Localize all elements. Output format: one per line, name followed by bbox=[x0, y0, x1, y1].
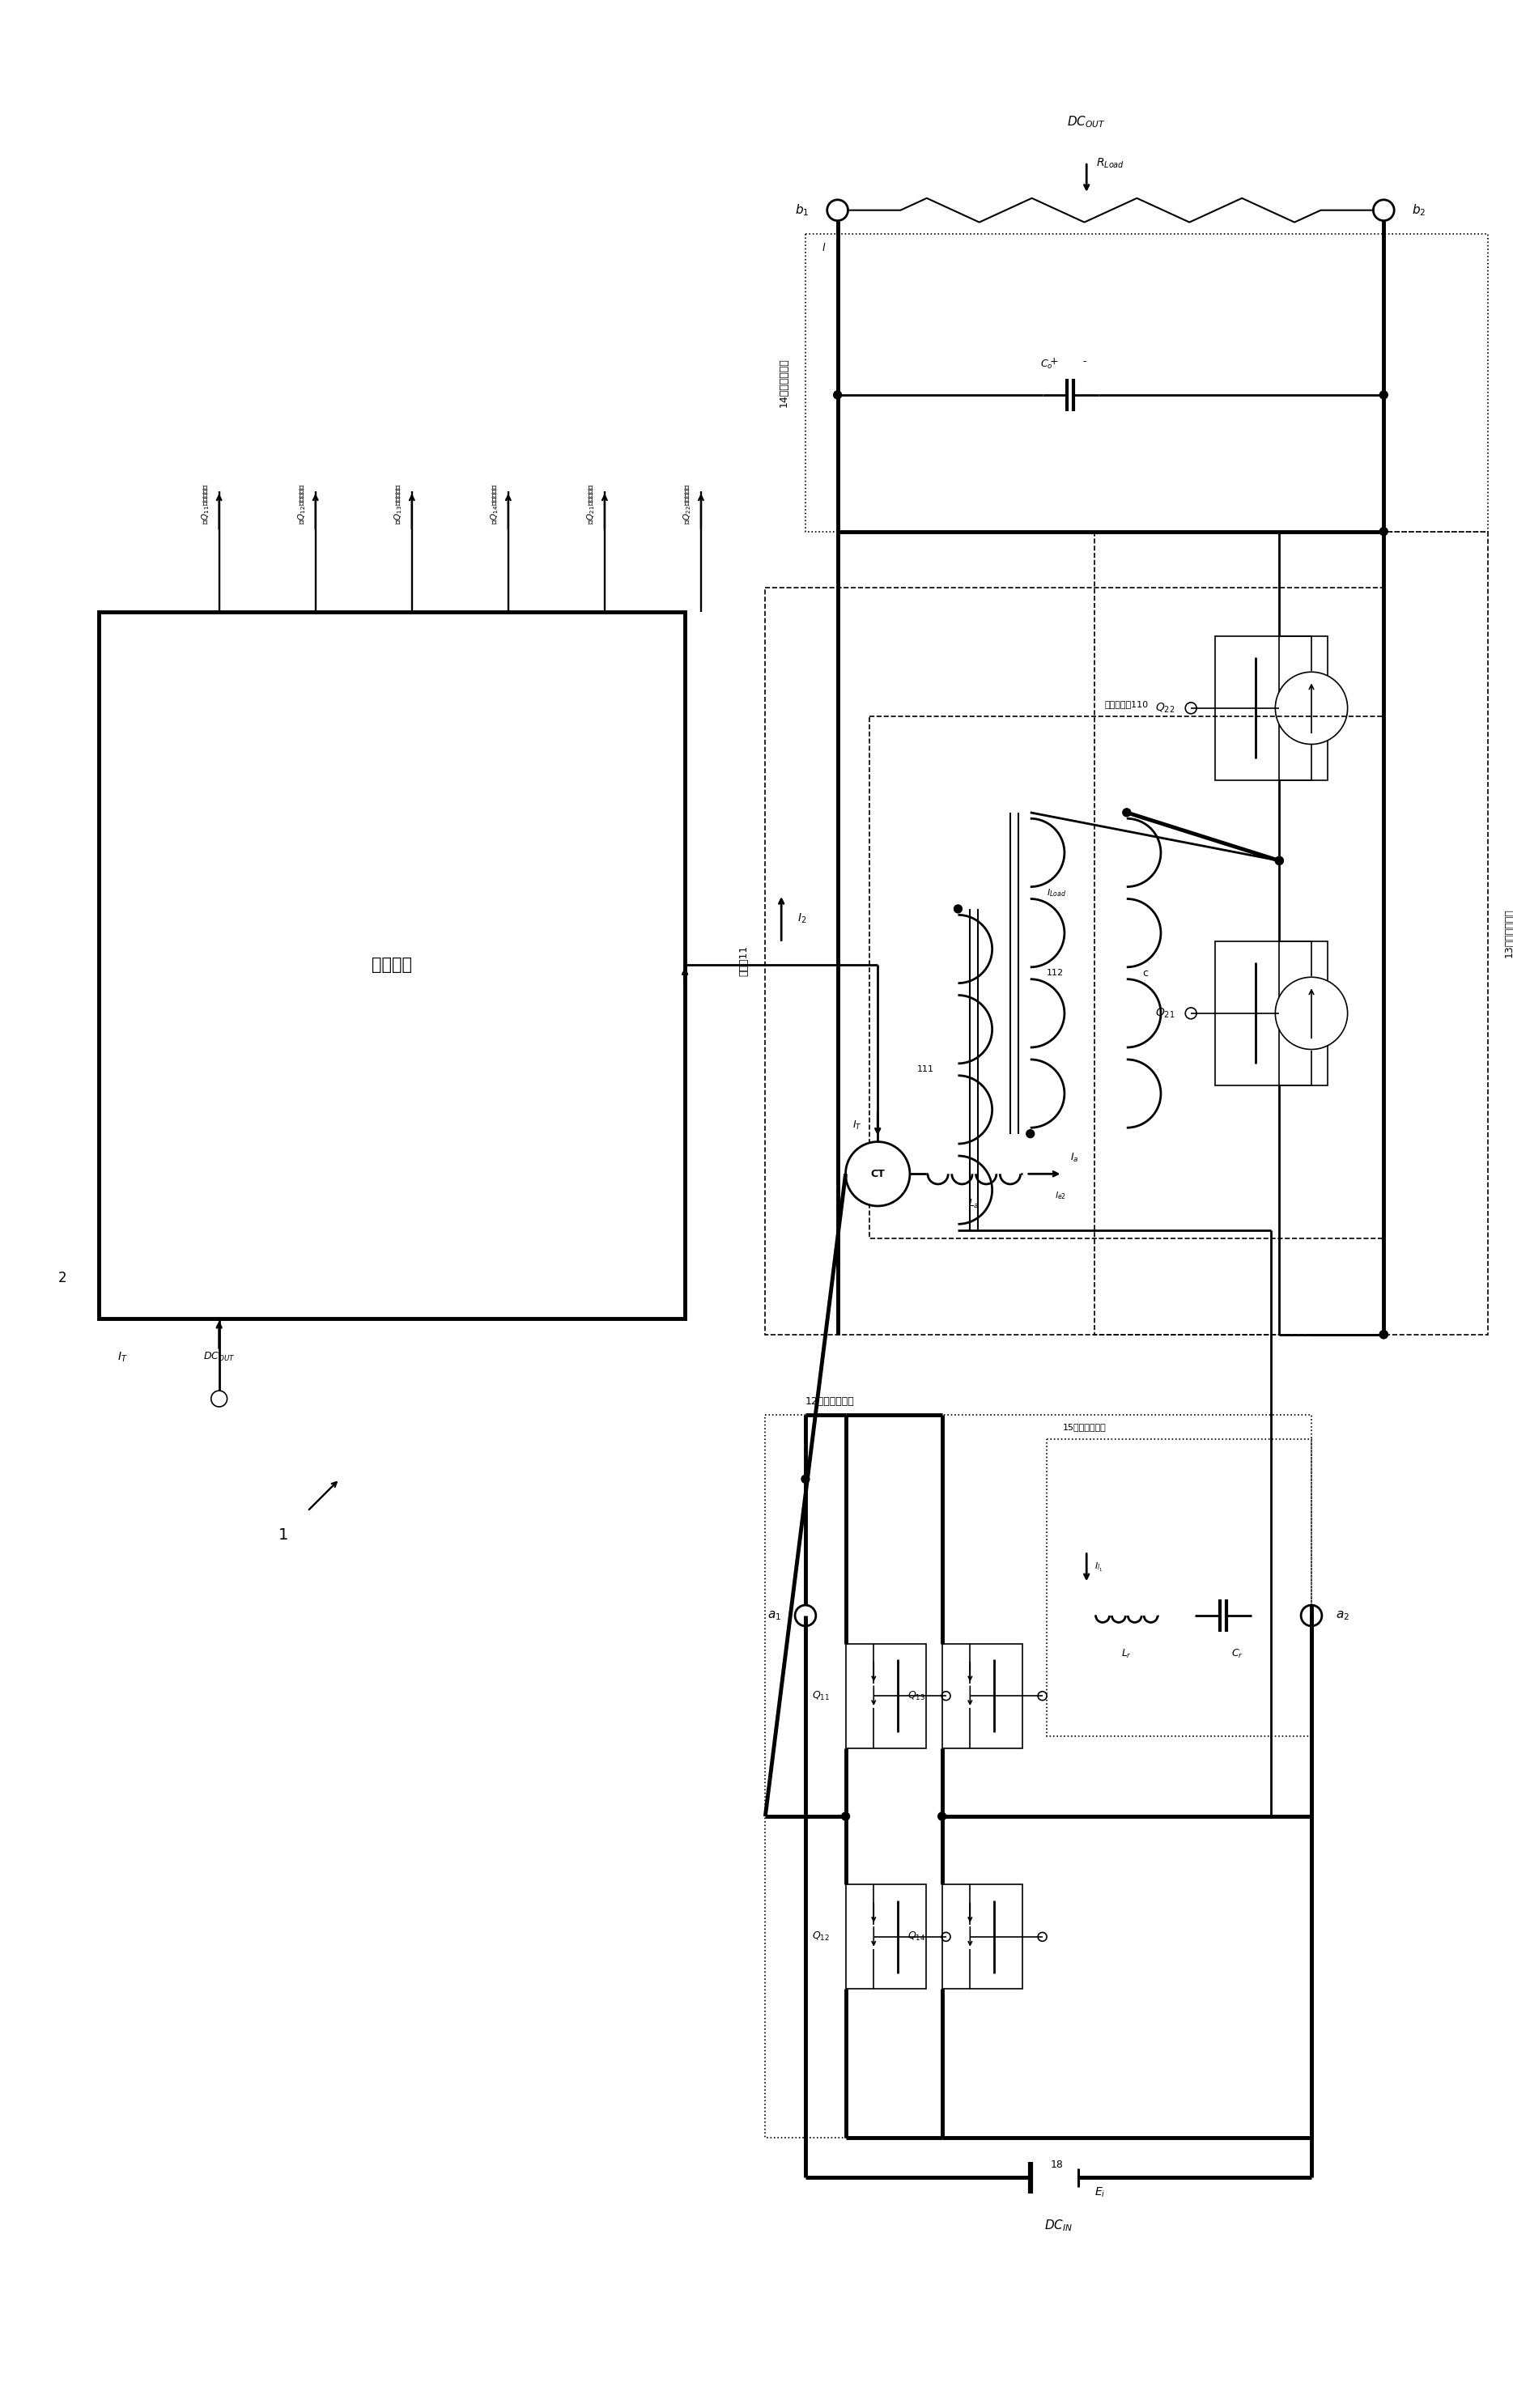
Text: $Q_{14}$: $Q_{14}$ bbox=[908, 1931, 926, 1943]
Bar bbox=[1094, 532, 1489, 1334]
Bar bbox=[846, 1885, 926, 1989]
Text: 至$Q_{22}$的控制端子: 至$Q_{22}$的控制端子 bbox=[682, 484, 693, 525]
Text: CT: CT bbox=[870, 1168, 885, 1180]
Circle shape bbox=[1026, 1129, 1035, 1137]
Text: $Q_{11}$: $Q_{11}$ bbox=[811, 1690, 829, 1702]
Circle shape bbox=[1185, 703, 1197, 713]
Text: $Q_{13}$: $Q_{13}$ bbox=[908, 1690, 926, 1702]
Circle shape bbox=[212, 1392, 227, 1406]
Text: 14（平滑电路）: 14（平滑电路） bbox=[779, 359, 790, 407]
Text: $I_{Load}$: $I_{Load}$ bbox=[1047, 886, 1065, 898]
Circle shape bbox=[955, 905, 962, 913]
Circle shape bbox=[1380, 1332, 1387, 1339]
Circle shape bbox=[802, 1476, 809, 1483]
Text: 至$Q_{21}$的控制端子: 至$Q_{21}$的控制端子 bbox=[586, 484, 596, 525]
Text: 111: 111 bbox=[917, 1064, 934, 1074]
Circle shape bbox=[1275, 857, 1283, 864]
Bar bbox=[805, 234, 1489, 532]
Circle shape bbox=[846, 1141, 909, 1206]
Text: $a_2$: $a_2$ bbox=[1336, 1609, 1350, 1623]
Text: 1: 1 bbox=[278, 1527, 289, 1544]
Text: $I_2$: $I_2$ bbox=[797, 913, 806, 925]
Text: $a_1$: $a_1$ bbox=[767, 1609, 781, 1623]
Circle shape bbox=[1275, 672, 1348, 744]
Bar bbox=[98, 612, 685, 1320]
Text: 控制电路: 控制电路 bbox=[372, 956, 412, 973]
Text: $I_a$: $I_a$ bbox=[1071, 1151, 1079, 1163]
Circle shape bbox=[1038, 1931, 1047, 1941]
Circle shape bbox=[1380, 1332, 1387, 1339]
Text: $b_1$: $b_1$ bbox=[796, 202, 809, 217]
Text: 変圧器11: 変圧器11 bbox=[738, 946, 749, 978]
Bar bbox=[766, 1416, 1312, 2138]
Text: 至$Q_{11}$的控制端子: 至$Q_{11}$的控制端子 bbox=[200, 484, 212, 525]
Text: $I_T$: $I_T$ bbox=[852, 1120, 861, 1132]
Text: 18: 18 bbox=[1050, 2160, 1064, 2170]
Text: $l_{e2}$: $l_{e2}$ bbox=[1055, 1190, 1065, 1202]
Text: 15（共振电路）: 15（共振电路） bbox=[1062, 1423, 1106, 1430]
Text: $DC_{IN}$: $DC_{IN}$ bbox=[1044, 2218, 1073, 2232]
Text: $I_T$: $I_T$ bbox=[118, 1351, 129, 1363]
Text: 13（整流电路）: 13（整流电路） bbox=[1504, 908, 1513, 958]
Text: 2: 2 bbox=[57, 1271, 67, 1286]
Circle shape bbox=[1275, 978, 1348, 1050]
Text: 至$Q_{12}$的控制端子: 至$Q_{12}$的控制端子 bbox=[297, 484, 307, 525]
Text: 至$Q_{14}$的控制端子: 至$Q_{14}$的控制端子 bbox=[489, 484, 501, 525]
Text: $Q_{22}$: $Q_{22}$ bbox=[1156, 701, 1176, 715]
Text: $E_i$: $E_i$ bbox=[1094, 2186, 1106, 2199]
Text: $I_{l_1}$: $I_{l_1}$ bbox=[1094, 1560, 1103, 1572]
Text: $L_a$: $L_a$ bbox=[968, 1197, 979, 1211]
Text: $b_2$: $b_2$ bbox=[1412, 202, 1425, 217]
Circle shape bbox=[938, 1813, 946, 1820]
Circle shape bbox=[1380, 527, 1387, 535]
Text: $L_r$: $L_r$ bbox=[1121, 1647, 1132, 1659]
Circle shape bbox=[1380, 390, 1387, 400]
Bar bbox=[870, 715, 1384, 1238]
Text: 12（开关电路）: 12（开关电路） bbox=[805, 1397, 855, 1406]
Text: $DC_{OUT}$: $DC_{OUT}$ bbox=[203, 1351, 235, 1363]
Text: -: - bbox=[1082, 356, 1086, 366]
Circle shape bbox=[841, 1813, 850, 1820]
Text: +: + bbox=[1050, 356, 1059, 366]
Circle shape bbox=[941, 1931, 950, 1941]
Text: $DC_{OUT}$: $DC_{OUT}$ bbox=[1067, 116, 1106, 130]
Text: $Q_{21}$: $Q_{21}$ bbox=[1154, 1007, 1176, 1021]
Text: 理想変圧器110: 理想変圧器110 bbox=[1104, 701, 1148, 708]
Bar bbox=[1215, 942, 1327, 1086]
Bar bbox=[846, 1645, 926, 1748]
Text: 至$Q_{13}$的控制端子: 至$Q_{13}$的控制端子 bbox=[393, 484, 404, 525]
Circle shape bbox=[834, 390, 841, 400]
Text: $C_r$: $C_r$ bbox=[1232, 1647, 1244, 1659]
Text: $C_o$: $C_o$ bbox=[1039, 359, 1053, 371]
Text: c: c bbox=[1142, 968, 1148, 978]
Circle shape bbox=[941, 1690, 950, 1700]
Bar bbox=[943, 1885, 1023, 1989]
Circle shape bbox=[1185, 1007, 1197, 1019]
Circle shape bbox=[794, 1606, 816, 1625]
Circle shape bbox=[1275, 857, 1283, 864]
Text: 112: 112 bbox=[1047, 968, 1064, 978]
Bar bbox=[1215, 636, 1327, 780]
Circle shape bbox=[1374, 200, 1393, 222]
Circle shape bbox=[1038, 1690, 1047, 1700]
Bar bbox=[766, 588, 1384, 1334]
Text: $\mathit{l}$: $\mathit{l}$ bbox=[822, 243, 826, 253]
Bar bbox=[1047, 1440, 1312, 1736]
Text: $Q_{12}$: $Q_{12}$ bbox=[811, 1931, 829, 1943]
Circle shape bbox=[828, 200, 847, 222]
Circle shape bbox=[1301, 1606, 1322, 1625]
Text: $R_{Load}$: $R_{Load}$ bbox=[1097, 157, 1124, 171]
Bar bbox=[943, 1645, 1023, 1748]
Circle shape bbox=[1123, 809, 1130, 816]
